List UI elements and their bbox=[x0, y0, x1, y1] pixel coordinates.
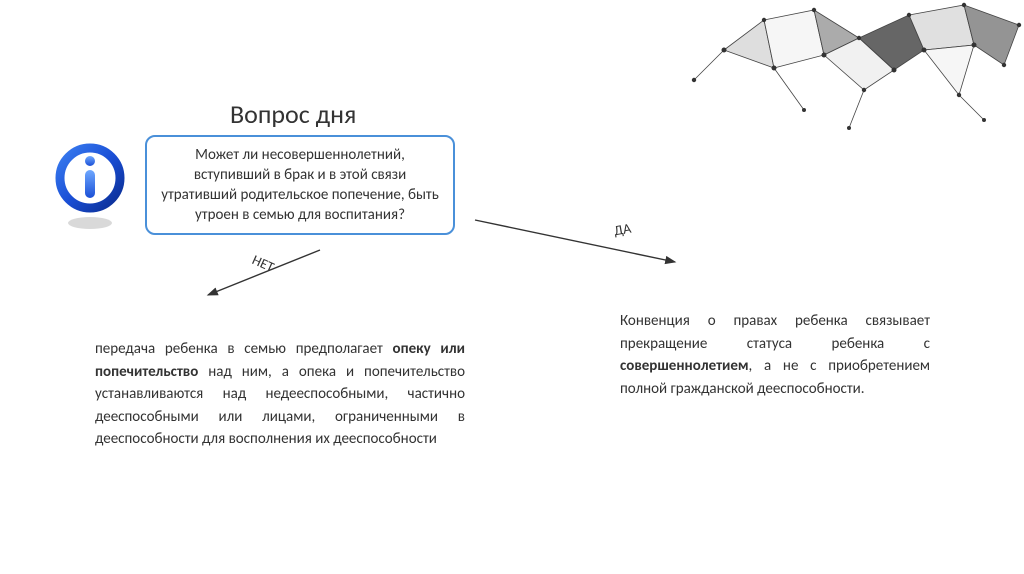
no-p1: передача ребенка в семью предполагает bbox=[95, 340, 393, 358]
arrow-yes bbox=[465, 214, 689, 270]
yes-p1: Конвенция о правах ребенка связывает пре… bbox=[620, 312, 930, 353]
question-text: Может ли несовершеннолетний, вступивший … bbox=[161, 145, 439, 226]
question-box: Может ли несовершеннолетний, вступивший … bbox=[145, 135, 455, 235]
arrow-yes-label: ДА bbox=[613, 220, 633, 240]
yes-b1: совершеннолетием bbox=[620, 357, 749, 375]
text-block-yes: Конвенция о правах ребенка связывает пре… bbox=[620, 310, 930, 400]
text-block-no: передача ребенка в семью предполагает оп… bbox=[95, 338, 465, 451]
page-title: Вопрос дня bbox=[230, 98, 356, 130]
network-decoration bbox=[664, 0, 1024, 150]
info-icon bbox=[55, 138, 125, 233]
